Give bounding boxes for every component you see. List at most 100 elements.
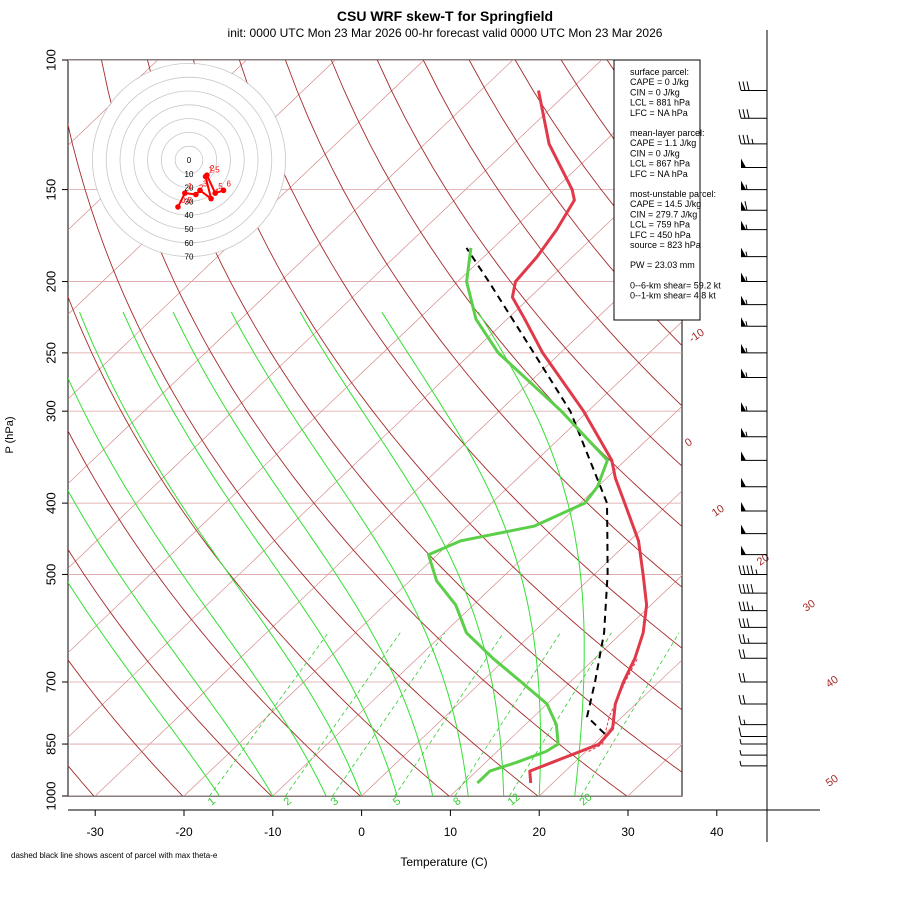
hodograph-ring-label: 30 [185, 197, 194, 206]
wind-barb-flag [741, 427, 746, 437]
wind-barb-feather [738, 649, 742, 659]
info-line: CAPE = 0 J/kg [630, 77, 689, 87]
wind-barb-half [745, 321, 748, 327]
hodograph-ring-label: 0 [187, 156, 192, 165]
hodograph-point [193, 191, 199, 198]
wind-barb-feather [738, 109, 742, 119]
dry-adiabat-line [284, 60, 682, 588]
wind-barb-feather [744, 201, 748, 211]
wind-barb-feather [738, 134, 742, 144]
info-line: CAPE = 14.5 J/kg [630, 199, 701, 209]
wind-barb-flag [741, 502, 746, 512]
wind-barb-half [745, 299, 748, 305]
dry-adiabat-line [68, 765, 95, 796]
x-axis-label: Temperature (C) [400, 855, 487, 869]
wind-barb-half [745, 276, 748, 282]
info-line: source = 823 hPa [630, 240, 701, 250]
dry-adiabat-line [238, 60, 682, 649]
x-tick-label: 20 [533, 825, 547, 839]
mixing-ratio-label: 20 [577, 791, 594, 808]
wind-barb-feather [742, 694, 746, 705]
wind-barb-flag [741, 201, 746, 211]
x-tick-label: -10 [264, 825, 282, 839]
wind-barb-feather [738, 583, 742, 594]
dry-adiabat-line [68, 295, 450, 796]
isotherm-line [68, 60, 514, 485]
dry-adiabat-line [68, 548, 273, 796]
wind-barb-flag [741, 317, 746, 327]
hodograph-ring [160, 131, 217, 188]
wind-barb-feather [742, 134, 746, 144]
info-line: 0--1-km shear= 4.8 kt [630, 291, 716, 301]
info-line: mean-layer parcel: [630, 128, 705, 138]
y-tick-label: 400 [43, 492, 58, 514]
dry-adiabat-label: 50 [824, 773, 841, 790]
wind-barb-feather [738, 601, 742, 611]
dry-adiabat-line [514, 60, 682, 286]
wind-barb-half [745, 372, 748, 378]
wind-barb-feather [742, 583, 746, 594]
y-tick-label: 850 [43, 733, 58, 755]
hodograph-ring [105, 76, 273, 244]
moist-adiabat-line [230, 311, 469, 796]
mixing-ratio-label: 1 [206, 795, 218, 808]
dewpoint-line [427, 247, 609, 785]
wind-barb-half [751, 605, 754, 611]
dry-adiabat-line [68, 659, 184, 796]
isotherm-line [450, 575, 682, 796]
x-tick-label: -30 [87, 825, 105, 839]
wind-barb-flag [741, 402, 746, 412]
y-tick-label: 250 [43, 342, 58, 364]
isotherm-line [272, 405, 682, 796]
wind-barb-flag [741, 545, 746, 555]
x-tick-label: 10 [444, 825, 458, 839]
moist-adiabat-line [68, 489, 274, 796]
moist-adiabat-line [68, 581, 220, 796]
hodograph-ring-label: 10 [185, 170, 194, 179]
hodograph-point [204, 172, 210, 178]
mixing-ratio-line [285, 632, 401, 796]
wind-barb-half [755, 569, 758, 575]
wind-barb-feather [746, 565, 750, 575]
y-tick-label: 100 [43, 49, 58, 71]
wind-barb-flag [741, 247, 746, 257]
isotherm-line [94, 236, 682, 796]
dry-adiabat-line [699, 60, 900, 812]
hodograph-point-label: 3 [203, 179, 208, 188]
mixing-ratio-line [454, 632, 561, 796]
wind-barb-half [745, 184, 748, 190]
y-tick-label: 1000 [43, 782, 58, 811]
info-line: most-unstable parcel: [630, 189, 716, 199]
info-line: CIN = 0 J/kg [630, 148, 680, 158]
hodograph-ring [119, 90, 259, 230]
info-line: LFC = 450 hPa [630, 230, 691, 240]
hodograph-ring [174, 145, 204, 175]
wind-barb-feather [746, 134, 750, 144]
hodograph-ring-label: 60 [185, 239, 194, 248]
mixing-ratio-line [332, 632, 446, 796]
isotherm-line [68, 60, 425, 400]
moist-adiabat-line [172, 311, 434, 796]
info-line: LCL = 759 hPa [630, 220, 690, 230]
wind-barb-flag [741, 220, 746, 230]
dry-adiabat-line [745, 60, 900, 812]
virtual-temperature-line [588, 658, 639, 752]
dry-adiabat-line [192, 60, 682, 711]
x-tick-label: 40 [710, 825, 724, 839]
mixing-ratio-label: 5 [391, 795, 403, 808]
wind-barb-half [751, 138, 754, 144]
moist-adiabat-line [381, 311, 541, 796]
wind-barb-half [739, 760, 742, 766]
hodograph-ring-label: 40 [185, 211, 194, 220]
hodograph-ring [92, 63, 286, 257]
hodograph-point-label: 2 [210, 164, 215, 173]
wind-barb-feather [742, 618, 746, 628]
isotherm-line [68, 67, 682, 654]
wind-barb-half [745, 406, 748, 412]
hodograph-point [175, 204, 181, 210]
dry-adiabat-label: 0 [683, 436, 695, 449]
y-tick-label: 700 [43, 671, 58, 693]
mixing-ratio-line [394, 632, 504, 796]
